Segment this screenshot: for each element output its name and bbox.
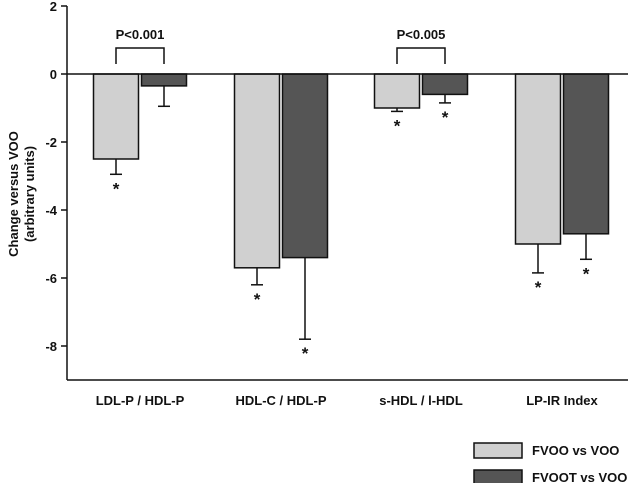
y-tick-label: 2	[50, 0, 57, 14]
bar	[281, 73, 329, 259]
significance-star: *	[535, 278, 542, 297]
legend-label: FVOOT vs VOO	[532, 470, 627, 483]
y-tick-label: 0	[50, 67, 57, 82]
bar	[514, 73, 562, 245]
comparison-bracket	[115, 47, 165, 64]
significance-star: *	[583, 264, 590, 283]
category-label: LDL-P / HDL-P	[96, 393, 185, 408]
comparison-bracket	[396, 47, 446, 64]
bar	[92, 73, 140, 160]
legend-label: FVOO vs VOO	[532, 443, 619, 458]
significance-star: *	[302, 344, 309, 363]
y-tick-label: -4	[45, 203, 57, 218]
comparison-p-value: P<0.001	[116, 27, 165, 42]
y-tick-label: -8	[45, 339, 57, 354]
legend: FVOO vs VOO FVOOT vs VOO	[473, 442, 627, 483]
bar	[421, 73, 469, 96]
significance-star: *	[254, 290, 261, 309]
significance-star: *	[113, 179, 120, 198]
y-tick-label: -6	[45, 271, 57, 286]
bar	[562, 73, 610, 235]
bar	[373, 73, 421, 109]
y-tick-label: -2	[45, 135, 57, 150]
significance-stars: * * * * * * *	[113, 108, 590, 363]
bar	[233, 73, 281, 269]
category-label: LP-IR Index	[526, 393, 598, 408]
category-label: s-HDL / l-HDL	[379, 393, 463, 408]
category-labels: LDL-P / HDL-P HDL-C / HDL-P s-HDL / l-HDL L…	[96, 393, 599, 408]
significance-star: *	[394, 116, 401, 135]
comparison-brackets: P<0.001 P<0.005	[115, 27, 446, 64]
legend-swatch	[473, 442, 523, 459]
legend-swatch	[473, 469, 523, 483]
y-axis-title-group: Change versus VOO (arbitrary units)	[6, 131, 37, 257]
category-label: HDL-C / HDL-P	[236, 393, 327, 408]
comparison-p-value: P<0.005	[397, 27, 446, 42]
y-axis-ticks: 2 0 -2 -4 -6 -8	[45, 0, 67, 354]
bars	[92, 73, 610, 269]
error-bars	[110, 85, 592, 340]
y-axis-title-line: Change versus VOO	[6, 131, 21, 257]
axes	[66, 6, 628, 381]
y-axis-title: Change versus VOO (arbitrary units)	[6, 131, 37, 257]
significance-star: *	[442, 108, 449, 127]
bar	[140, 73, 188, 87]
y-axis-title-line: (arbitrary units)	[22, 146, 37, 242]
